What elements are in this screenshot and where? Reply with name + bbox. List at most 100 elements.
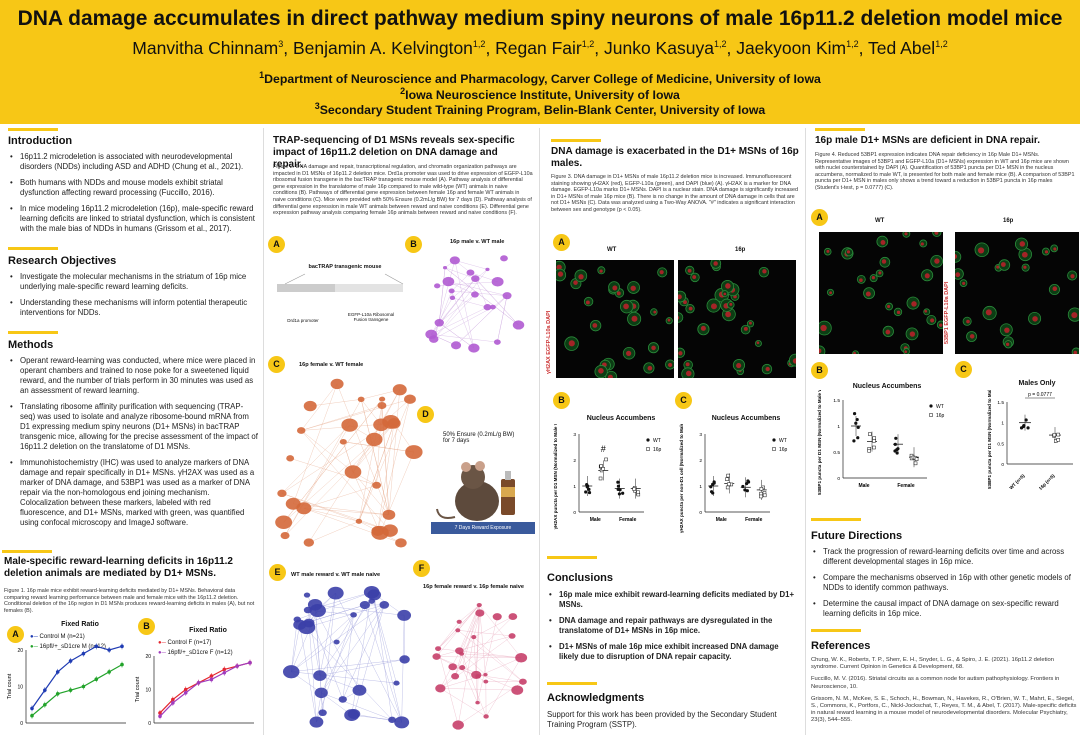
affiliation: 2Iowa Neuroscience Institute, University…	[400, 86, 680, 103]
puncta	[904, 350, 908, 354]
legend-entry: ●─ 16pfl/+_sD1cre M (n=12)	[30, 644, 106, 650]
network-edge	[297, 619, 393, 720]
transgene-diagram	[277, 273, 404, 292]
data-point	[94, 677, 99, 681]
legend-label: WT	[779, 438, 787, 444]
network-edge	[352, 471, 390, 515]
legend-marker	[772, 438, 776, 442]
puncta	[725, 283, 731, 289]
network-node	[344, 709, 360, 722]
author: Regan Fair	[495, 38, 582, 58]
data-point	[894, 436, 898, 440]
puncta	[934, 232, 939, 235]
data-point	[120, 644, 124, 649]
data-point	[872, 445, 876, 450]
data-point	[171, 697, 175, 702]
y-tick-label: 10	[17, 685, 23, 691]
network-node	[330, 378, 344, 390]
network-node	[471, 275, 480, 282]
y-tick-label: 1.5	[833, 398, 840, 404]
network-node	[382, 414, 400, 429]
network-node	[511, 685, 524, 695]
data-point	[68, 659, 73, 663]
network-edge	[321, 604, 366, 693]
puncta	[896, 310, 901, 315]
network-node	[434, 319, 444, 327]
data-point	[1024, 418, 1028, 422]
data-point	[632, 487, 636, 491]
network-edge	[291, 614, 354, 672]
data-point	[741, 484, 745, 489]
network-edge	[316, 614, 354, 723]
network-edge	[457, 637, 474, 726]
y-axis-label: 53BP1 puncta per D1 MSN (Normalized to M…	[817, 390, 822, 495]
puncta	[930, 318, 935, 323]
network-edge	[477, 616, 498, 703]
network-edge	[476, 605, 480, 675]
network-edge	[452, 297, 488, 308]
list-item: Both humans with NDDs and mouse models e…	[8, 178, 258, 198]
list-item: D1+ MSNs of male 16p mice exhibit increa…	[547, 642, 799, 662]
puncta	[1004, 327, 1010, 333]
puncta	[573, 280, 578, 285]
network-node	[379, 601, 390, 609]
network-edge	[451, 290, 475, 349]
network-node	[333, 639, 340, 645]
x-tick-label: Female	[745, 517, 762, 523]
puncta	[659, 270, 664, 275]
data-point	[585, 483, 589, 487]
network-node	[442, 276, 455, 287]
network-edge	[291, 604, 385, 672]
y-tick-label: 20	[145, 654, 151, 660]
network-node	[303, 592, 311, 598]
panel-badge: E	[269, 564, 286, 581]
network-node	[296, 427, 306, 434]
list-item: Compare the mechanisms observed in 16p w…	[811, 573, 1077, 593]
list-item: In mice modeling 16p11.2 microdeletion (…	[8, 204, 258, 234]
section-divider	[811, 518, 861, 521]
puncta	[725, 311, 732, 318]
network-node	[303, 606, 312, 614]
puncta	[598, 368, 604, 374]
network-edge	[431, 307, 488, 335]
puncta	[599, 269, 603, 273]
figure-caption: Figure 1. 16p male mice exhibit reward-l…	[4, 588, 255, 614]
panel-badge: A	[811, 209, 828, 226]
network-edge	[291, 624, 300, 672]
network-node	[483, 304, 492, 311]
puncta	[748, 321, 752, 325]
list-item: Immunohistochemistry (IHC) was used to a…	[8, 458, 258, 528]
network-node	[442, 266, 448, 270]
network-edge	[301, 430, 354, 473]
puncta	[557, 271, 564, 277]
network-node	[355, 518, 363, 524]
network-edge	[303, 508, 359, 522]
puncta	[909, 331, 916, 337]
network-edge	[352, 471, 381, 533]
panel-badge: B	[811, 362, 828, 379]
network-edge	[476, 674, 523, 682]
network-edge	[301, 430, 391, 531]
data-point	[94, 644, 99, 649]
network-node	[451, 341, 462, 350]
network-node	[451, 673, 460, 680]
image-background	[819, 232, 943, 354]
puncta	[826, 249, 830, 253]
reference-item: Fuccillo, M. V. (2016). Striatal circuit…	[811, 676, 1060, 690]
network-node	[282, 665, 300, 679]
micrograph-16p	[678, 260, 796, 378]
network-edge	[433, 269, 488, 340]
network-edge	[308, 439, 375, 543]
network-node	[466, 269, 475, 276]
network-node	[341, 418, 358, 432]
data-point	[604, 457, 608, 462]
image-label: 16p	[1003, 218, 1014, 224]
data-point	[712, 481, 716, 485]
image-label: WT	[607, 247, 617, 253]
data-point	[209, 674, 214, 678]
network-node	[393, 680, 400, 686]
data-point	[616, 480, 620, 484]
network-node	[285, 497, 301, 510]
network-node	[357, 396, 365, 403]
